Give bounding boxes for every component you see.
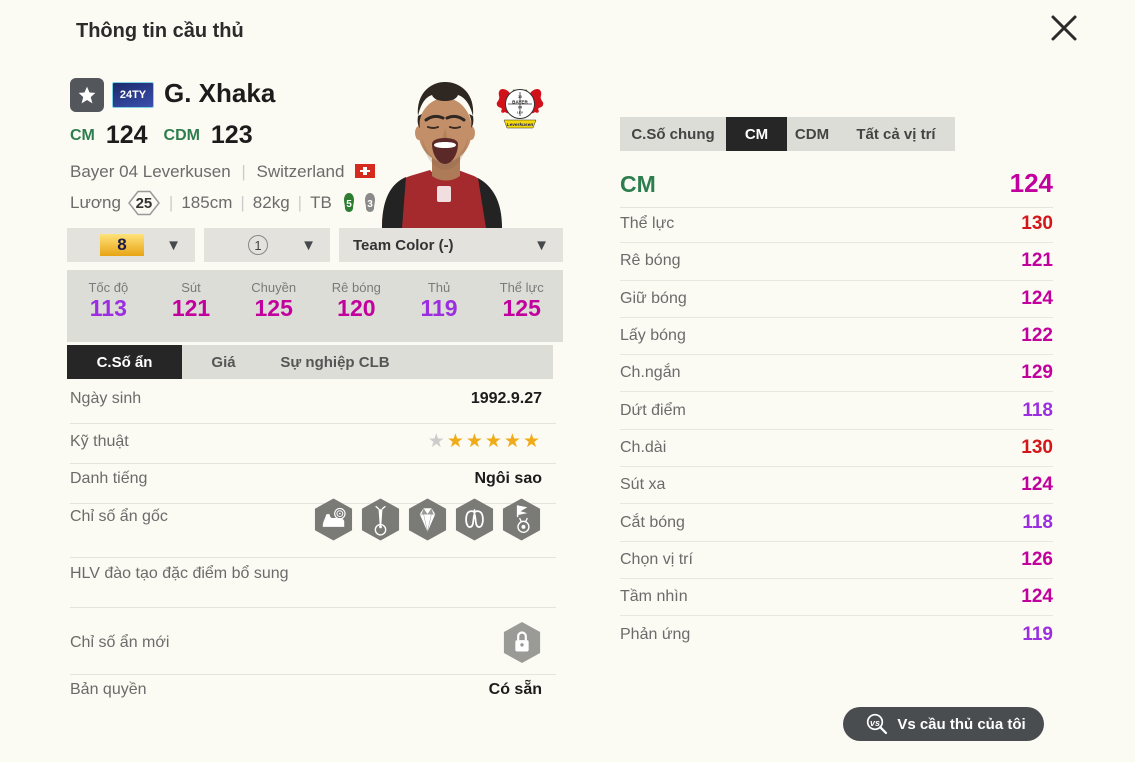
svg-text:3: 3 (367, 199, 373, 210)
svg-text:10: 10 (518, 95, 522, 99)
svg-text:04: 04 (518, 106, 522, 110)
svg-text:vs: vs (870, 718, 880, 728)
svg-text:5: 5 (346, 199, 352, 210)
svg-text:LEV: LEV (517, 111, 523, 115)
svg-text:Leverkusen: Leverkusen (507, 122, 534, 128)
svg-text:BAYER: BAYER (512, 100, 528, 105)
